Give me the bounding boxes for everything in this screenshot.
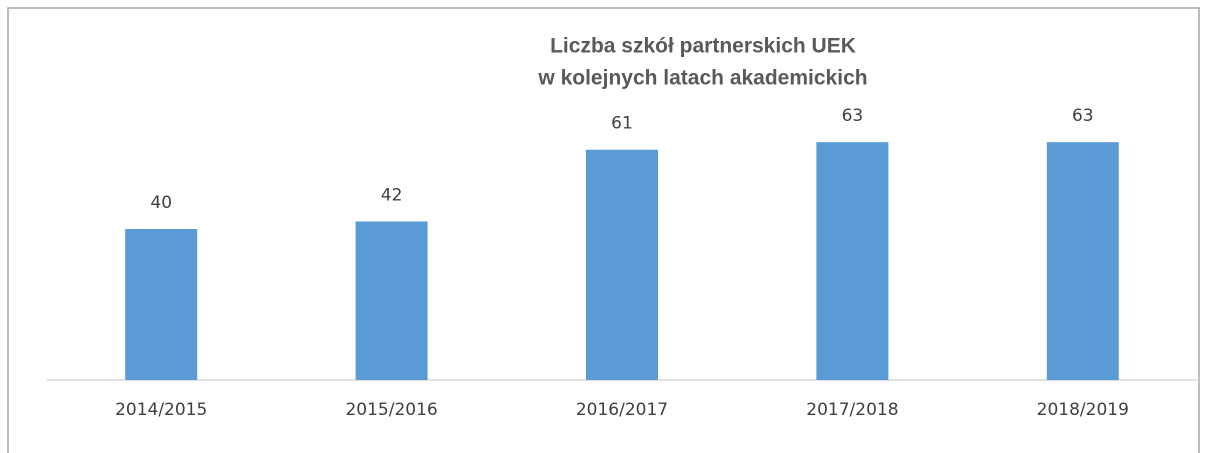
bar <box>586 149 658 380</box>
x-tick-label: 2015/2016 <box>345 400 437 420</box>
x-tick-label: 2018/2019 <box>1037 400 1129 420</box>
bar <box>355 221 428 380</box>
x-tick-label: 2017/2018 <box>806 400 898 420</box>
data-label: 63 <box>1072 106 1094 126</box>
bar <box>1046 142 1119 380</box>
data-label: 42 <box>381 185 403 205</box>
chart-frame <box>7 7 1200 453</box>
x-tick-label: 2014/2015 <box>115 400 207 420</box>
bar <box>816 142 889 380</box>
chart-title: w kolejnych latach akademickich <box>537 67 867 90</box>
data-label: 40 <box>150 193 172 213</box>
bar <box>125 229 198 380</box>
x-tick-label: 2016/2017 <box>576 400 668 420</box>
data-label: 63 <box>842 106 864 126</box>
chart-title: Liczba szkół partnerskich UEK <box>550 35 856 58</box>
data-label: 61 <box>611 114 633 134</box>
